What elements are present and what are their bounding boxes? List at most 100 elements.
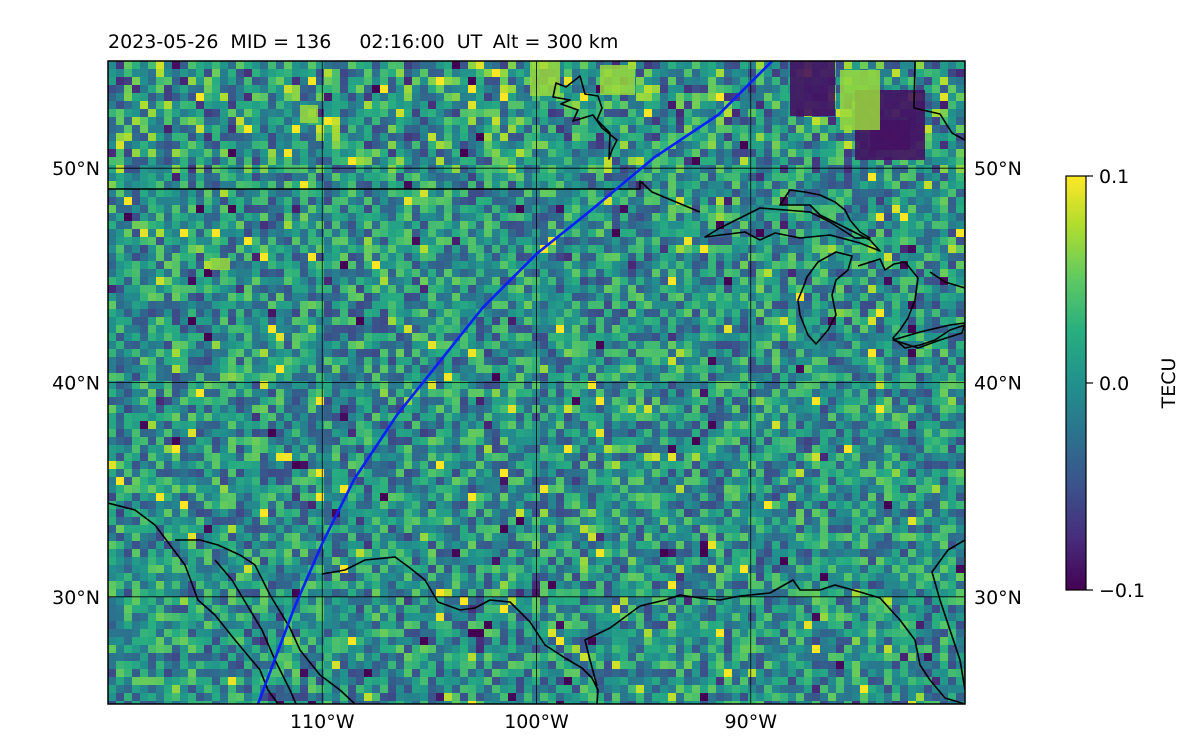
tec-pixel [124, 69, 132, 77]
tec-pixel [500, 221, 508, 229]
tec-pixel [508, 133, 516, 141]
tec-pixel [732, 213, 740, 221]
tec-pixel [916, 229, 924, 237]
tec-pixel [468, 293, 476, 301]
tec-pixel [236, 325, 244, 333]
tec-pixel [692, 365, 700, 373]
tec-pixel [436, 213, 444, 221]
tec-pixel [772, 381, 780, 389]
tec-pixel [868, 245, 876, 253]
tec-pixel [852, 213, 860, 221]
tec-pixel [812, 173, 820, 181]
tec-pixel [876, 381, 884, 389]
tec-pixel [612, 333, 620, 341]
tec-pixel [876, 213, 884, 221]
tec-pixel [140, 93, 148, 101]
tec-pixel [444, 173, 452, 181]
tec-pixel [860, 357, 868, 365]
tec-pixel [548, 277, 556, 285]
tec-pixel [340, 125, 348, 133]
tec-pixel [756, 333, 764, 341]
tec-pixel [652, 405, 660, 413]
tec-pixel [956, 373, 964, 381]
tec-pixel [332, 349, 340, 357]
tec-pixel [132, 357, 140, 365]
tec-pixel [628, 221, 636, 229]
tec-pixel [140, 301, 148, 309]
tec-pixel [596, 157, 604, 165]
tec-pixel [508, 357, 516, 365]
tec-pixel [284, 397, 292, 405]
tec-pixel [684, 317, 692, 325]
tec-pixel [620, 397, 628, 405]
tec-pixel [220, 149, 228, 157]
tec-pixel [428, 85, 436, 93]
tec-pixel [452, 293, 460, 301]
tec-pixel [404, 357, 412, 365]
tec-pixel [124, 397, 132, 405]
tec-pixel [164, 301, 172, 309]
tec-pixel [452, 373, 460, 381]
tec-pixel [372, 61, 380, 69]
tec-pixel [708, 181, 716, 189]
tec-pixel [812, 413, 820, 421]
tec-pixel [116, 109, 124, 117]
tec-pixel [916, 293, 924, 301]
tec-pixel [172, 405, 180, 413]
tec-pixel [228, 381, 236, 389]
tec-pixel [548, 125, 556, 133]
tec-pixel [244, 381, 252, 389]
tec-pixel [628, 133, 636, 141]
tec-pixel [652, 253, 660, 261]
tec-pixel [380, 197, 388, 205]
tec-pixel [204, 317, 212, 325]
tec-pixel [804, 397, 812, 405]
tec-pixel [260, 157, 268, 165]
tec-pixel [284, 109, 292, 117]
tec-pixel [588, 229, 596, 237]
tec-pixel [868, 405, 876, 413]
tec-pixel [564, 221, 572, 229]
tec-pixel [356, 285, 364, 293]
tec-pixel [636, 405, 644, 413]
tec-pixel [356, 245, 364, 253]
tec-pixel [292, 389, 300, 397]
tec-pixel [868, 397, 876, 405]
tec-pixel [780, 109, 788, 117]
tec-pixel [244, 285, 252, 293]
tec-pixel [700, 349, 708, 357]
tec-pixel [540, 301, 548, 309]
tec-pixel [684, 405, 692, 413]
tec-pixel [516, 333, 524, 341]
tec-pixel [188, 109, 196, 117]
tec-pixel [924, 381, 932, 389]
tec-pixel [764, 85, 772, 93]
tec-pixel [220, 237, 228, 245]
tec-pixel [372, 365, 380, 373]
tec-pixel [668, 325, 676, 333]
tec-pixel [356, 325, 364, 333]
tec-pixel [476, 221, 484, 229]
tec-pixel [212, 301, 220, 309]
tec-pixel [932, 125, 940, 133]
tec-pixel [548, 325, 556, 333]
tec-pixel [796, 285, 804, 293]
tec-pixel [644, 269, 652, 277]
tec-pixel [380, 349, 388, 357]
tec-pixel [468, 77, 476, 85]
tec-pixel [852, 389, 860, 397]
tec-pixel [428, 173, 436, 181]
tec-pixel [340, 421, 348, 429]
tec-pixel [436, 373, 444, 381]
tec-pixel [676, 293, 684, 301]
tec-pixel [660, 109, 668, 117]
tec-pixel [116, 173, 124, 181]
tec-pixel [676, 269, 684, 277]
tec-pixel [820, 141, 828, 149]
tec-pixel [556, 405, 564, 413]
tec-pixel [636, 173, 644, 181]
tec-pixel [236, 397, 244, 405]
tec-pixel [644, 245, 652, 253]
tec-pixel [436, 101, 444, 109]
tec-pixel [692, 93, 700, 101]
